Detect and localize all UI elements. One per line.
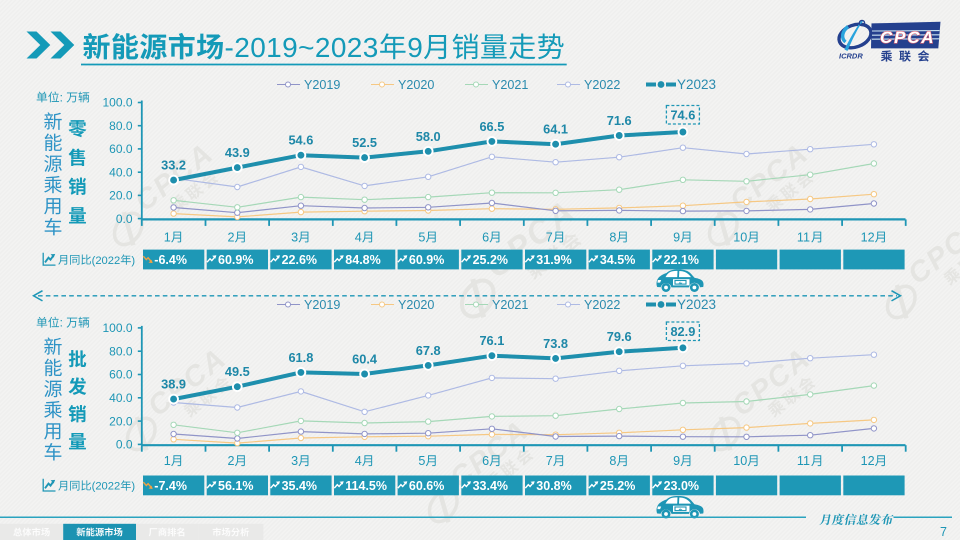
- svg-text:100.0: 100.0: [102, 96, 132, 110]
- svg-text:79.6: 79.6: [607, 329, 632, 344]
- svg-text:100.0: 100.0: [102, 321, 132, 335]
- svg-text:9: 9: [407, 32, 423, 63]
- svg-text:58.0: 58.0: [416, 129, 441, 144]
- svg-text:7: 7: [546, 231, 553, 245]
- svg-text::: :: [60, 316, 63, 330]
- svg-text:60.4: 60.4: [352, 352, 378, 367]
- svg-text:35.4%: 35.4%: [282, 479, 317, 493]
- svg-text:Y2022: Y2022: [584, 78, 620, 92]
- svg-text:1: 1: [164, 231, 171, 245]
- svg-text:60.0: 60.0: [109, 368, 133, 382]
- svg-text:(2022: (2022: [92, 481, 121, 493]
- svg-text:52.5: 52.5: [352, 135, 377, 150]
- svg-text:49.5: 49.5: [225, 364, 250, 379]
- svg-text:Y2019: Y2019: [304, 78, 340, 92]
- svg-text:-7.4%: -7.4%: [154, 479, 187, 493]
- svg-text:0.0: 0.0: [116, 212, 133, 226]
- svg-text:): ): [131, 255, 135, 267]
- svg-text:8: 8: [609, 231, 616, 245]
- svg-text:80.0: 80.0: [109, 119, 133, 133]
- svg-text:31.9%: 31.9%: [536, 253, 571, 267]
- svg-text:Y2023: Y2023: [677, 77, 716, 92]
- svg-text:10: 10: [733, 454, 747, 468]
- svg-text:11: 11: [797, 231, 810, 245]
- svg-text:60.0: 60.0: [109, 142, 133, 156]
- svg-text:2: 2: [228, 454, 235, 468]
- svg-text:3: 3: [291, 231, 298, 245]
- svg-text:Y2020: Y2020: [398, 298, 434, 312]
- svg-text:0.0: 0.0: [116, 438, 133, 452]
- svg-text:114.5%: 114.5%: [345, 479, 387, 493]
- svg-text:Y2022: Y2022: [584, 298, 620, 312]
- svg-text:64.1: 64.1: [543, 122, 568, 137]
- svg-text:5: 5: [418, 231, 425, 245]
- svg-text:30.8%: 30.8%: [536, 479, 571, 493]
- svg-text:10: 10: [733, 231, 747, 245]
- svg-text:84.8%: 84.8%: [345, 253, 380, 267]
- svg-text:74.6: 74.6: [670, 108, 695, 123]
- svg-text:25.2%: 25.2%: [600, 479, 635, 493]
- svg-text:ICRDR: ICRDR: [839, 52, 863, 61]
- svg-text:7: 7: [546, 454, 553, 468]
- svg-text:): ): [131, 481, 135, 493]
- svg-text:23.0%: 23.0%: [664, 479, 699, 493]
- svg-text:33.4%: 33.4%: [473, 479, 508, 493]
- svg-text:8: 8: [609, 454, 616, 468]
- svg-text:20.0: 20.0: [109, 414, 133, 428]
- svg-text:54.6: 54.6: [288, 133, 313, 148]
- svg-text:-2019~2023: -2019~2023: [225, 32, 379, 63]
- svg-text:71.6: 71.6: [607, 113, 632, 128]
- svg-text:1: 1: [164, 454, 171, 468]
- svg-text:22.6%: 22.6%: [282, 253, 317, 267]
- svg-text:7: 7: [940, 525, 947, 539]
- svg-text:76.1: 76.1: [479, 333, 504, 348]
- svg-text:82.9: 82.9: [670, 324, 695, 339]
- svg-text:38.9: 38.9: [161, 377, 186, 392]
- svg-text:CPCA: CPCA: [880, 28, 935, 47]
- svg-text:Y2023: Y2023: [677, 297, 716, 312]
- svg-text:9: 9: [673, 454, 680, 468]
- svg-text:Y2020: Y2020: [398, 78, 434, 92]
- svg-text:56.1%: 56.1%: [218, 479, 253, 493]
- svg-text:66.5: 66.5: [479, 119, 504, 134]
- svg-text:-6.4%: -6.4%: [154, 253, 187, 267]
- svg-text::: :: [60, 91, 63, 105]
- svg-text:6: 6: [482, 454, 489, 468]
- svg-text:12: 12: [861, 454, 875, 468]
- svg-text:6: 6: [482, 231, 489, 245]
- svg-text:4: 4: [355, 454, 362, 468]
- svg-text:5: 5: [418, 454, 425, 468]
- svg-text:25.2%: 25.2%: [473, 253, 508, 267]
- svg-text:Y2021: Y2021: [492, 78, 528, 92]
- svg-text:22.1%: 22.1%: [664, 253, 699, 267]
- svg-text:4: 4: [355, 231, 362, 245]
- svg-text:Y2021: Y2021: [492, 298, 528, 312]
- svg-text:12: 12: [861, 231, 875, 245]
- svg-text:73.8: 73.8: [543, 336, 568, 351]
- svg-text:2: 2: [228, 231, 235, 245]
- svg-text:60.9%: 60.9%: [218, 253, 253, 267]
- svg-text:9: 9: [673, 231, 680, 245]
- svg-text:80.0: 80.0: [109, 344, 133, 358]
- svg-text:60.9%: 60.9%: [409, 253, 444, 267]
- svg-text:40.0: 40.0: [109, 391, 133, 405]
- svg-text:33.2: 33.2: [161, 158, 186, 173]
- svg-text:(2022: (2022: [92, 255, 121, 267]
- svg-text:3: 3: [291, 454, 298, 468]
- svg-text:34.5%: 34.5%: [600, 253, 635, 267]
- svg-text:20.0: 20.0: [109, 189, 133, 203]
- svg-text:61.8: 61.8: [288, 350, 313, 365]
- svg-text:40.0: 40.0: [109, 165, 133, 179]
- svg-text:Y2019: Y2019: [304, 298, 340, 312]
- svg-text:11: 11: [797, 454, 810, 468]
- svg-text:67.8: 67.8: [416, 343, 441, 358]
- svg-text:60.6%: 60.6%: [409, 479, 444, 493]
- svg-text:43.9: 43.9: [225, 145, 250, 160]
